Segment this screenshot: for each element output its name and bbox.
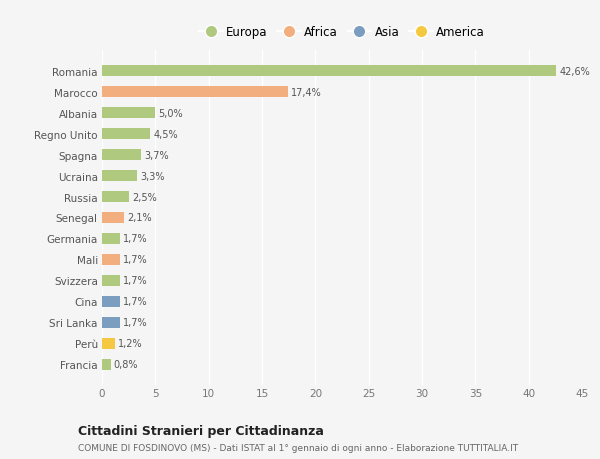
Bar (102, 359, 110, 370)
Bar (102, 212, 124, 224)
Bar (102, 296, 120, 308)
Bar (102, 107, 155, 119)
Text: 4,5%: 4,5% (153, 129, 178, 139)
Bar (102, 191, 128, 203)
Text: 1,7%: 1,7% (124, 297, 148, 307)
Bar (102, 233, 120, 245)
Text: 1,7%: 1,7% (124, 276, 148, 286)
Text: 1,2%: 1,2% (118, 339, 143, 349)
Bar (102, 87, 287, 98)
Bar (102, 66, 556, 77)
Text: 3,3%: 3,3% (140, 171, 165, 181)
Text: 5,0%: 5,0% (158, 108, 183, 118)
Text: COMUNE DI FOSDINOVO (MS) - Dati ISTAT al 1° gennaio di ogni anno - Elaborazione : COMUNE DI FOSDINOVO (MS) - Dati ISTAT al… (78, 443, 518, 452)
Bar (102, 150, 142, 161)
Text: 3,7%: 3,7% (145, 150, 169, 160)
Text: 1,7%: 1,7% (124, 318, 148, 328)
Text: 2,5%: 2,5% (132, 192, 157, 202)
Bar (102, 338, 115, 349)
Text: 1,7%: 1,7% (124, 234, 148, 244)
Bar (102, 129, 150, 140)
Text: 42,6%: 42,6% (560, 67, 590, 77)
Text: 17,4%: 17,4% (291, 87, 322, 97)
Text: Cittadini Stranieri per Cittadinanza: Cittadini Stranieri per Cittadinanza (78, 425, 324, 437)
Text: 2,1%: 2,1% (128, 213, 152, 223)
Bar (102, 275, 120, 286)
Text: 1,7%: 1,7% (124, 255, 148, 265)
Legend: Europa, Africa, Asia, America: Europa, Africa, Asia, America (196, 23, 488, 43)
Bar (102, 254, 120, 266)
Bar (102, 170, 137, 182)
Bar (102, 317, 120, 329)
Text: 0,8%: 0,8% (114, 359, 138, 369)
